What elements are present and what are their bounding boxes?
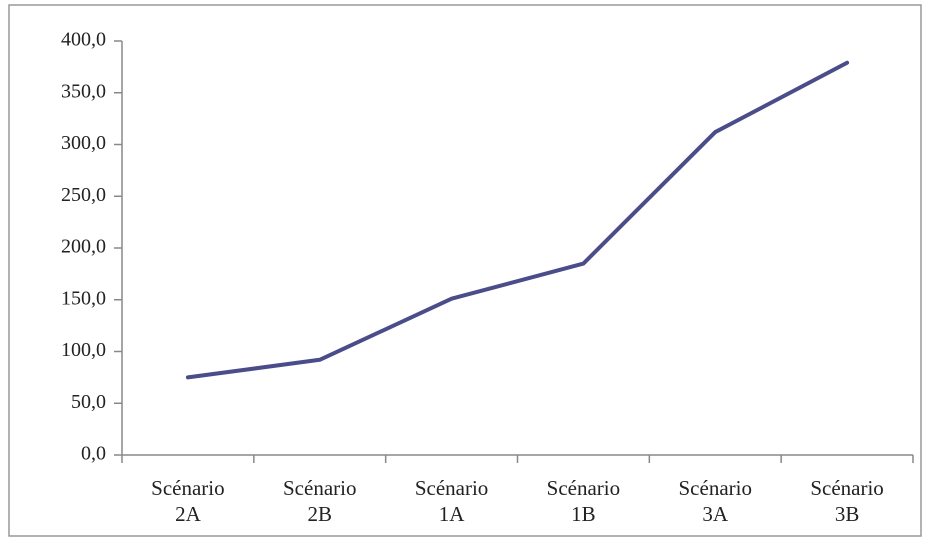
x-tick-label: Scénario 2A xyxy=(151,476,225,526)
x-tick-label: Scénario 3A xyxy=(678,476,752,526)
y-tick-label: 100,0 xyxy=(61,339,106,361)
y-tick-label: 400,0 xyxy=(61,29,106,51)
y-tick-label: 350,0 xyxy=(61,80,106,102)
x-tick-label: Scénario 1B xyxy=(546,476,621,526)
y-tick-label: 200,0 xyxy=(61,236,106,258)
y-tick-label: 0,0 xyxy=(81,443,106,465)
x-tick-label: Scénario 1A xyxy=(414,476,489,526)
line-series xyxy=(185,60,850,380)
y-tick-label: 250,0 xyxy=(61,184,106,206)
frame xyxy=(8,4,922,537)
y-tick-label: 150,0 xyxy=(61,287,106,309)
x-tick-label: Scénario 2B xyxy=(283,476,357,526)
y-tick-label: 50,0 xyxy=(71,391,106,413)
y-tick-label: 300,0 xyxy=(61,132,106,154)
x-tick-label: Scénario 3B xyxy=(810,476,884,526)
